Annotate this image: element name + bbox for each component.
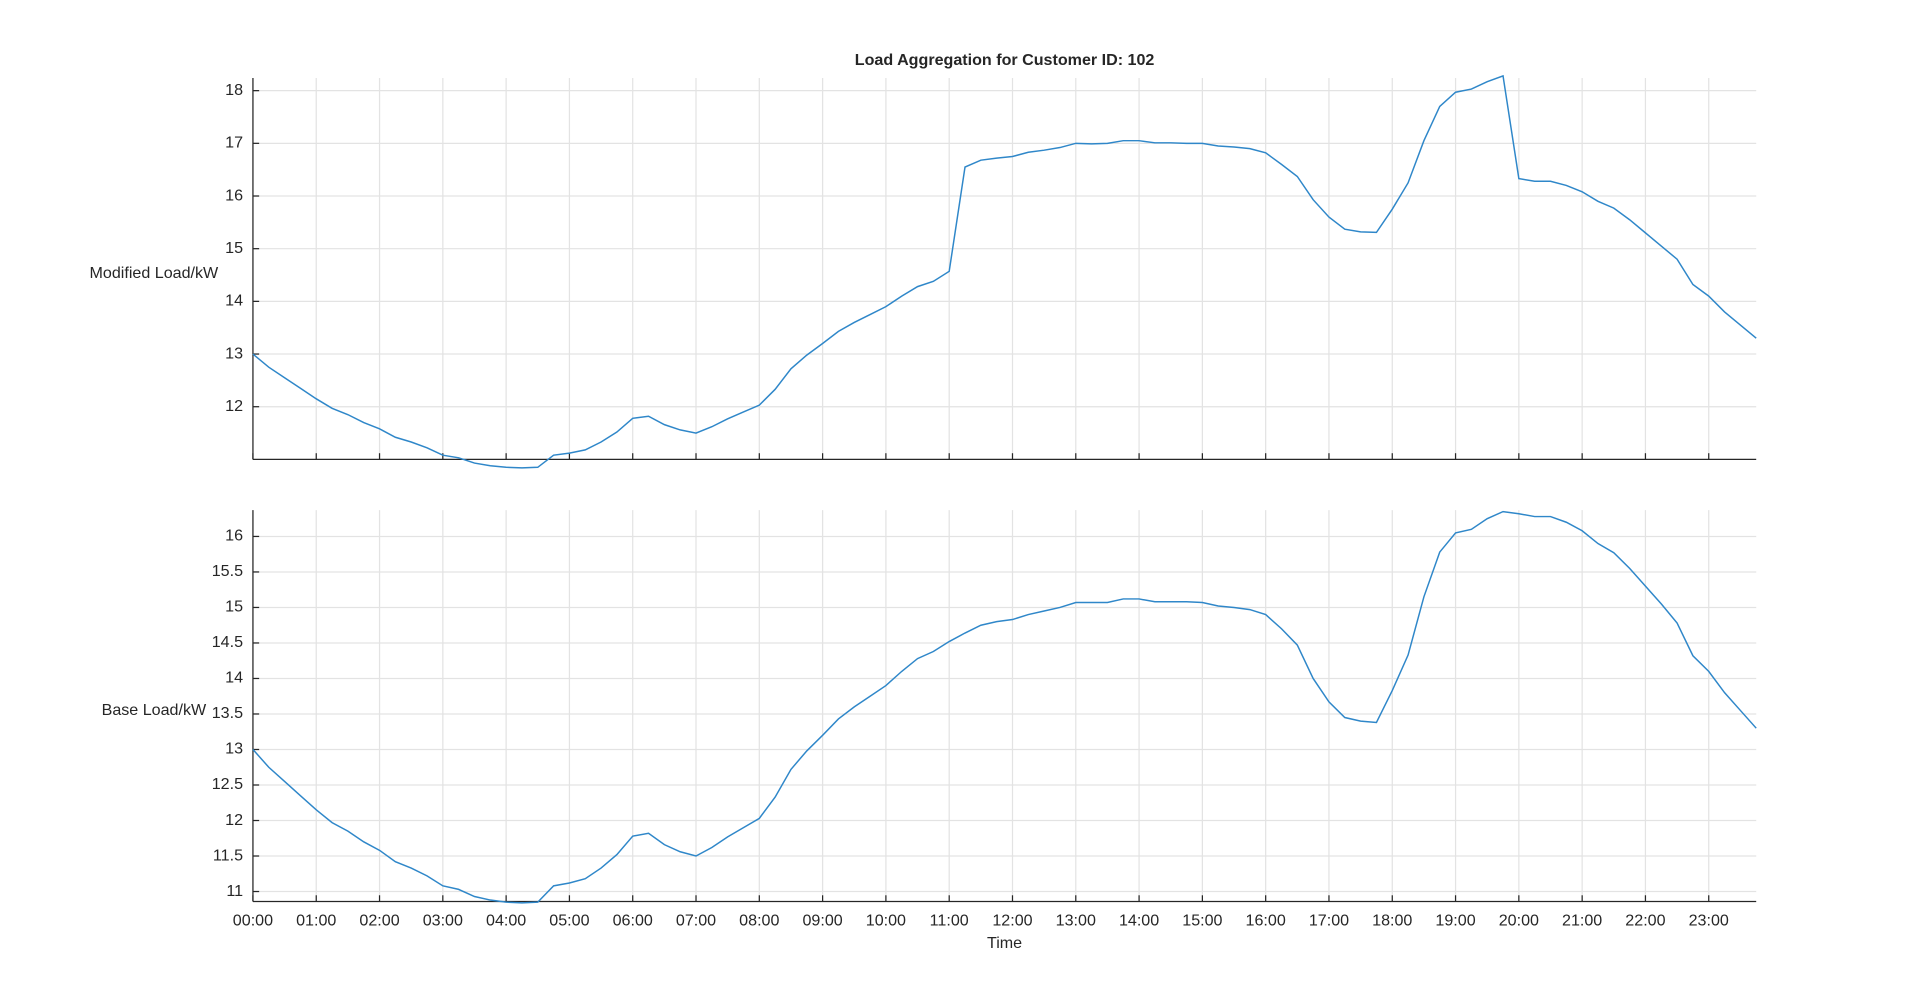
y-tick-label: 18 <box>225 81 243 99</box>
y-tick-label: 16 <box>225 186 243 204</box>
x-tick-label: 15:00 <box>1182 912 1222 930</box>
y-tick-label: 14 <box>225 669 243 687</box>
y-tick-label: 11.5 <box>213 846 243 864</box>
x-tick-label: 01:00 <box>296 912 336 930</box>
x-tick-label: 18:00 <box>1372 912 1412 930</box>
x-tick-label: 07:00 <box>676 912 716 930</box>
y-tick-label: 16 <box>225 527 243 545</box>
y-tick-label: 13 <box>225 740 243 758</box>
x-tick-label: 03:00 <box>423 912 463 930</box>
x-tick-label: 16:00 <box>1246 912 1286 930</box>
x-axis-label: Time <box>987 934 1022 952</box>
y-tick-label: 15.5 <box>212 562 243 580</box>
x-tick-label: 05:00 <box>549 912 589 930</box>
x-tick-label: 04:00 <box>486 912 526 930</box>
x-tick-label: 13:00 <box>1056 912 1096 930</box>
x-tick-label: 09:00 <box>802 912 842 930</box>
data-line <box>252 74 1757 469</box>
x-tick-label: 02:00 <box>359 912 399 930</box>
y-tick-label: 13.5 <box>212 704 243 722</box>
y-axis-label: Modified Load/kW <box>90 264 220 282</box>
y-tick-label: 14 <box>225 292 243 310</box>
y-axis-label: Base Load/kW <box>102 701 207 719</box>
x-tick-label: 22:00 <box>1625 912 1665 930</box>
x-tick-label: 06:00 <box>613 912 653 930</box>
y-tick-label: 12.5 <box>212 775 243 793</box>
x-tick-label: 14:00 <box>1119 912 1159 930</box>
x-tick-label: 00:00 <box>233 912 273 930</box>
data-line <box>252 510 1757 904</box>
y-tick-label: 14.5 <box>212 633 243 651</box>
y-tick-label: 12 <box>225 397 243 415</box>
x-tick-label: 11:00 <box>930 912 969 930</box>
x-tick-label: 17:00 <box>1309 912 1349 930</box>
x-tick-label: 21:00 <box>1562 912 1602 930</box>
x-tick-label: 19:00 <box>1435 912 1475 930</box>
x-tick-label: 10:00 <box>866 912 906 930</box>
x-tick-label: 20:00 <box>1499 912 1539 930</box>
y-tick-label: 12 <box>225 811 243 829</box>
y-tick-label: 17 <box>225 134 243 152</box>
y-tick-label: 13 <box>225 344 243 362</box>
y-tick-label: 11 <box>226 882 243 900</box>
x-tick-label: 08:00 <box>739 912 779 930</box>
y-tick-label: 15 <box>225 598 243 616</box>
x-tick-label: 23:00 <box>1689 912 1729 930</box>
y-tick-label: 15 <box>225 239 243 257</box>
chart-title: Load Aggregation for Customer ID: 102 <box>855 51 1155 69</box>
x-tick-label: 12:00 <box>992 912 1032 930</box>
